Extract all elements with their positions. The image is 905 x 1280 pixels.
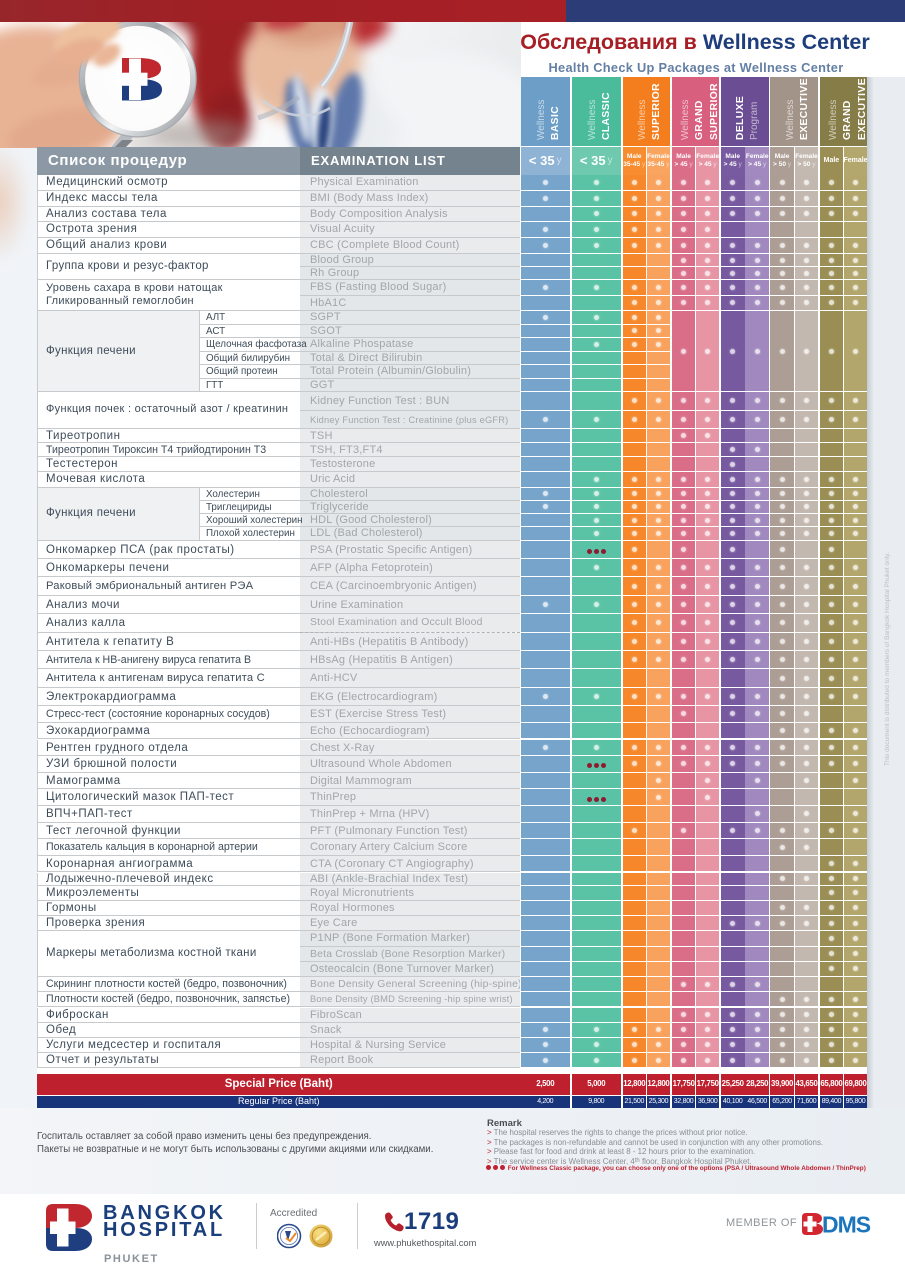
svg-text:DMS: DMS xyxy=(822,1212,871,1236)
